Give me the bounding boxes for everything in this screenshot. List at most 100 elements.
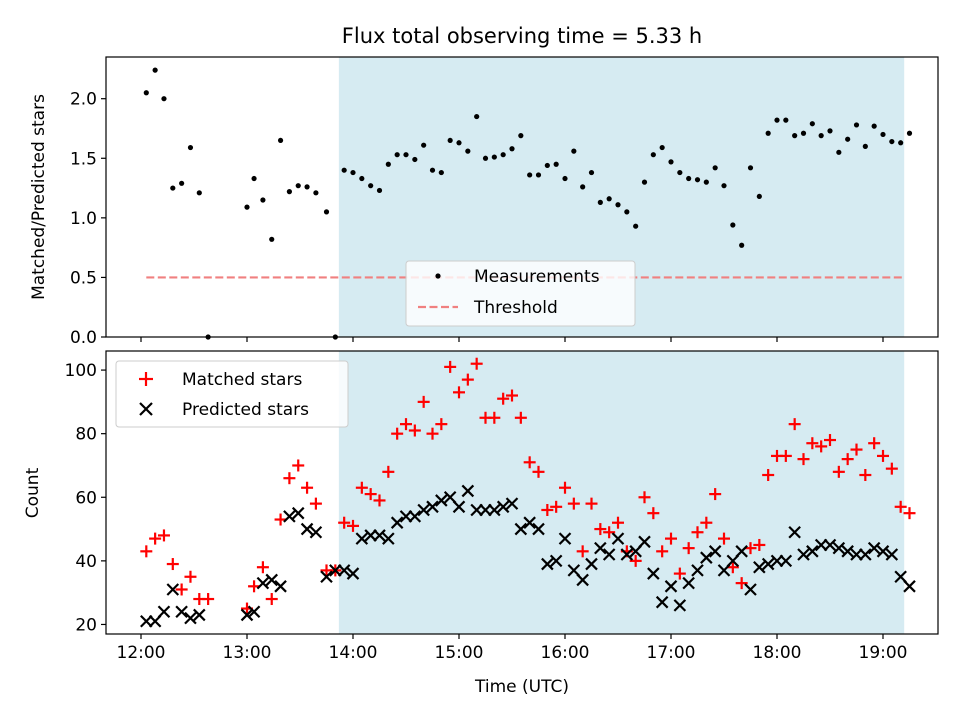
predicted-star-point xyxy=(885,548,899,561)
matched-star-point xyxy=(461,373,474,386)
predicted-star-point xyxy=(274,580,287,593)
predicted-star-point xyxy=(691,564,704,577)
top-y-axis: 0.0 0.5 1.0 1.5 2.0 xyxy=(70,90,106,348)
x-tick-label: 13:00 xyxy=(223,643,272,663)
measurement-point xyxy=(783,117,789,123)
measurement-point xyxy=(853,122,860,128)
predicted-star-stroke xyxy=(558,532,572,545)
predicted-star-point xyxy=(558,532,572,545)
predicted-star-stroke xyxy=(806,545,819,558)
chart-title: Flux total observing time = 5.33 h xyxy=(342,24,702,48)
predicted-star-point xyxy=(629,545,642,558)
measurement-point xyxy=(474,113,480,120)
measurement-point xyxy=(889,138,895,145)
matched-star-point xyxy=(408,424,421,437)
predicted-star-stroke xyxy=(585,557,598,571)
predicted-star-point xyxy=(373,529,386,542)
predicted-star-stroke xyxy=(505,497,519,510)
measurement-point xyxy=(482,155,489,161)
measurement-point xyxy=(571,148,577,154)
matched-star-point xyxy=(788,418,801,431)
measurement-point xyxy=(641,179,648,185)
predicted-star-stroke xyxy=(885,548,899,561)
predicted-star-stroke xyxy=(382,532,395,545)
predicted-star-stroke xyxy=(193,608,206,622)
predicted-star-stroke xyxy=(664,580,678,593)
x-tick-label: 14:00 xyxy=(329,643,378,663)
predicted-star-point xyxy=(549,554,563,568)
predicted-star-stroke xyxy=(291,506,305,520)
bottom-y-tick-label: 40 xyxy=(75,552,97,572)
matched-star-point xyxy=(673,567,686,580)
predicted-star-stroke xyxy=(903,580,916,593)
x-tick-label: 19:00 xyxy=(859,643,908,663)
predicted-star-stroke xyxy=(682,576,695,590)
measurement-point xyxy=(580,184,586,190)
predicted-star-stroke xyxy=(700,551,713,564)
measurement-point xyxy=(277,137,284,144)
matched-star-point xyxy=(629,554,642,567)
matched-star-point xyxy=(347,519,359,532)
predicted-star-point xyxy=(461,484,475,498)
predicted-star-point xyxy=(867,541,881,555)
bottom-observing-span xyxy=(338,351,905,634)
matched-star-point xyxy=(550,500,563,513)
predicted-star-point xyxy=(355,532,369,545)
measurement-point xyxy=(509,146,515,152)
predicted-star-stroke xyxy=(488,503,501,517)
predicted-star-point xyxy=(505,497,519,510)
x-tick-label: 16:00 xyxy=(541,643,590,663)
measurement-point xyxy=(615,202,621,208)
measurement-point xyxy=(438,169,444,176)
predicted-star-point xyxy=(337,564,351,577)
predicted-star-point xyxy=(390,516,404,529)
predicted-star-point xyxy=(806,545,819,558)
matched-star-point xyxy=(444,360,457,373)
predicted-star-stroke xyxy=(708,545,722,558)
matched-star-point xyxy=(426,427,439,440)
measurement-point xyxy=(385,161,391,167)
matched-star-point xyxy=(815,440,828,453)
predicted-star-point xyxy=(673,599,687,612)
measurement-point xyxy=(304,184,310,190)
matched-star-point xyxy=(175,583,188,596)
matched-star-point xyxy=(497,392,510,405)
predicted-star-point xyxy=(903,580,916,593)
predicted-star-stroke xyxy=(788,525,801,539)
predicted-star-stroke xyxy=(717,564,731,577)
matched-star-point xyxy=(514,411,527,424)
predicted-star-point xyxy=(823,538,837,552)
measurement-point xyxy=(712,165,718,171)
measurement-point xyxy=(535,172,542,178)
matched-star-point xyxy=(576,545,589,558)
matched-star-point xyxy=(894,500,907,513)
measurement-point xyxy=(244,204,250,210)
x-tick-label: 17:00 xyxy=(647,643,696,663)
predicted-star-stroke xyxy=(823,538,837,552)
predicted-star-stroke xyxy=(638,535,651,549)
predicted-star-stroke xyxy=(452,500,466,514)
measurement-point xyxy=(677,169,683,176)
measurement-point xyxy=(161,96,167,102)
measurement-point xyxy=(800,130,807,136)
matched-star-point xyxy=(682,542,695,555)
predicted-star-point xyxy=(735,545,748,558)
x-tick-label: 12:00 xyxy=(117,643,166,663)
predicted-star-point xyxy=(761,557,775,571)
matched-star-point xyxy=(885,462,898,475)
measurement-point xyxy=(341,167,347,173)
predicted-star-stroke xyxy=(841,545,854,558)
predicted-star-stroke xyxy=(435,494,448,507)
measurement-point xyxy=(765,130,771,136)
matched-star-point xyxy=(364,488,377,501)
predicted-star-point xyxy=(283,510,296,523)
measurement-point xyxy=(421,142,427,148)
predicted-star-point xyxy=(594,541,607,555)
measurement-point xyxy=(862,143,868,149)
matched-star-point xyxy=(283,472,296,485)
measurement-point xyxy=(906,130,913,136)
predicted-star-point xyxy=(496,500,510,514)
measurement-point xyxy=(359,175,365,182)
measurement-point xyxy=(323,209,330,215)
matched-star-point xyxy=(903,507,916,520)
